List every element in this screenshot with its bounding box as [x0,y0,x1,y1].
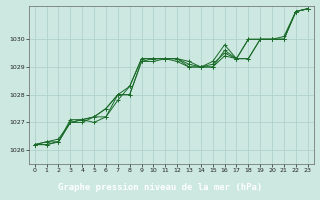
Text: Graphe pression niveau de la mer (hPa): Graphe pression niveau de la mer (hPa) [58,183,262,192]
